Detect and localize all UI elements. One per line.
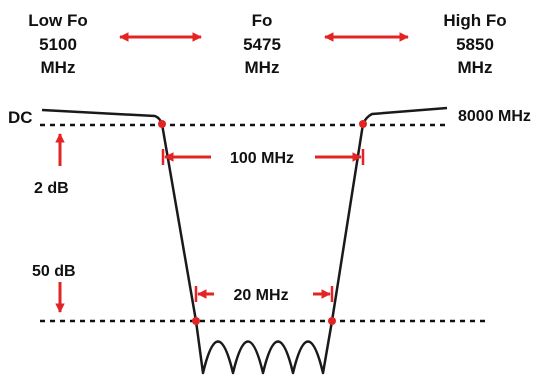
low-fo-value: 5100 (39, 35, 77, 54)
marker-top-left (158, 120, 166, 128)
center-fo-value: 5475 (243, 35, 281, 54)
lower-bandwidth-label: 20 MHz (233, 287, 288, 304)
filter-response-curve (41, 106, 448, 375)
high-fo-label: High Fo 5850 MHz (443, 11, 506, 77)
center-fo-label: Fo 5475 MHz (243, 11, 281, 77)
top-frequency-label: 8000 MHz (458, 108, 531, 125)
marker-bottom-right (328, 317, 336, 325)
low-fo-unit: MHz (41, 58, 76, 77)
center-fo-title: Fo (252, 11, 273, 30)
low-fo-title: Low Fo (28, 11, 87, 30)
marker-top-right (359, 120, 367, 128)
high-fo-title: High Fo (443, 11, 506, 30)
rejection-label: 50 dB (32, 263, 76, 280)
ripple-label: 2 dB (34, 180, 69, 197)
upper-bandwidth-label: 100 MHz (230, 150, 294, 167)
center-fo-unit: MHz (245, 58, 280, 77)
marker-bottom-left (192, 317, 200, 325)
dc-label: DC (8, 108, 33, 127)
low-fo-label: Low Fo 5100 MHz (28, 11, 87, 77)
high-fo-unit: MHz (458, 58, 493, 77)
high-fo-value: 5850 (456, 35, 494, 54)
